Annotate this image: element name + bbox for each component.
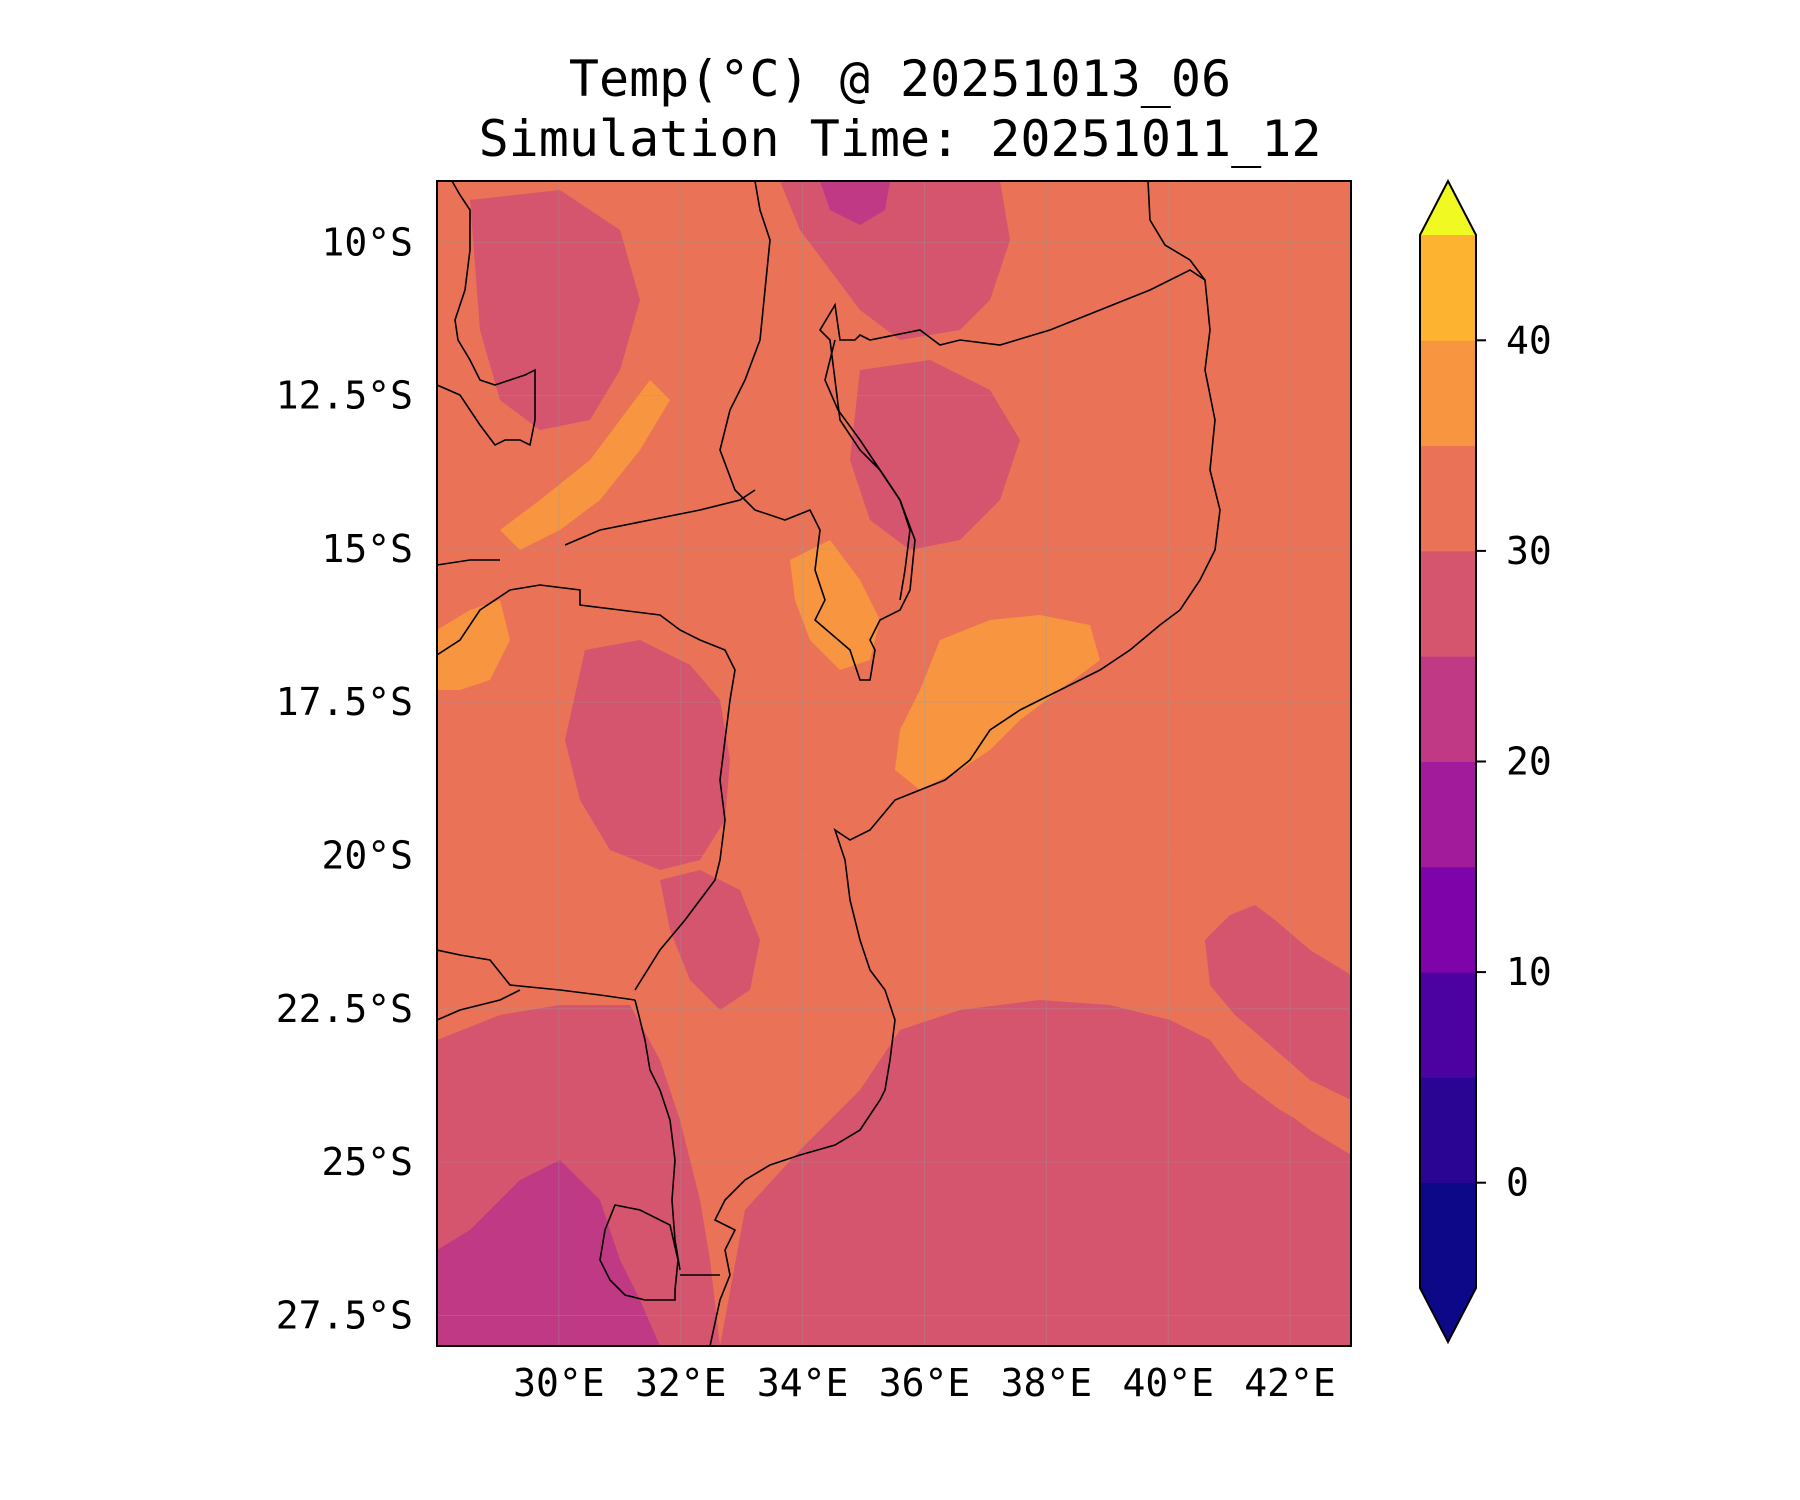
border-zambia-zimbabwe — [437, 584, 736, 991]
colorbar-tick-label: 30 — [1506, 529, 1552, 573]
lon-tick-label: 34°E — [757, 1361, 849, 1405]
colorbar-segment — [1420, 550, 1476, 657]
lat-tick-label: 17.5°S — [276, 680, 413, 724]
colorbar-extend-under — [1420, 1288, 1476, 1342]
colorbar-segment — [1420, 761, 1476, 868]
colorbar-segment — [1420, 1182, 1476, 1289]
lat-tick-label: 12.5°S — [276, 374, 413, 418]
lon-tick-label: 36°E — [879, 1361, 971, 1405]
lon-tick-label: 32°E — [635, 1361, 727, 1405]
map-frame — [436, 180, 1352, 1347]
temperature-field-zambia-ne — [470, 190, 640, 430]
temperature-field-warm-luangwa — [500, 380, 670, 550]
country-borders — [437, 181, 1221, 1346]
temperature-field-ocean-cool — [720, 1000, 1351, 1346]
border-sa-botswana — [437, 989, 521, 1021]
lon-tick-label: 38°E — [1001, 1361, 1093, 1405]
lat-tick-label: 10°S — [321, 220, 413, 264]
map-title: Temp(°C) @ 20251013_06 — [568, 50, 1232, 108]
border-zambia-drc — [437, 181, 536, 447]
colorbar-extend-over — [1420, 181, 1476, 235]
colorbar-segment — [1420, 866, 1476, 973]
temperature-field-ocean-cool-east — [1205, 905, 1351, 1100]
temperature-field-land-south-cold — [437, 1160, 660, 1346]
temperature-field-warm-zambezi — [790, 540, 880, 670]
lon-tick-label: 30°E — [513, 1361, 605, 1405]
colorbar-segment — [1420, 340, 1476, 447]
border-zambia-malawi — [719, 181, 1206, 681]
border-mozambique-zambia — [564, 489, 756, 546]
longitude-axis: 30°E 32°E 34°E 36°E 38°E 40°E 42°E — [513, 1361, 1336, 1405]
colorbar-tick-label: 0 — [1506, 1161, 1529, 1205]
colorbar-segment — [1420, 972, 1476, 1078]
lat-tick-label: 20°S — [321, 833, 413, 877]
colorbar-tick-label: 10 — [1506, 950, 1552, 994]
lat-tick-label: 15°S — [321, 527, 413, 571]
temperature-field-north-highland-cold — [820, 181, 890, 225]
temperature-field-plateau-2 — [660, 870, 760, 1010]
border-lake-malawi — [824, 339, 911, 601]
lon-tick-label: 40°E — [1122, 1361, 1214, 1405]
latitude-axis: 10°S 12.5°S 15°S 17.5°S 20°S 22.5°S 25°S 27.5°S — [276, 220, 413, 1337]
colorbar-outline — [1419, 178, 1477, 1345]
coastline — [709, 181, 1221, 1346]
map-area — [437, 181, 1351, 1346]
temperature-field-north-highland — [780, 181, 1010, 340]
lon-tick-label: 42°E — [1244, 1361, 1336, 1405]
border-angola-zambia — [437, 559, 500, 566]
gridlines — [437, 181, 1351, 1346]
border-mozambique-sa — [634, 999, 681, 1271]
border-zimbabwe-sa — [437, 949, 636, 1001]
colorbar-segment — [1420, 1077, 1476, 1184]
border-eswatini — [599, 1204, 679, 1301]
colorbar: 0 10 20 30 40 — [1419, 178, 1552, 1345]
colorbar-tick-label: 40 — [1506, 318, 1552, 362]
temperature-field-plateau — [565, 640, 730, 870]
lat-tick-label: 27.5°S — [276, 1293, 413, 1337]
lat-tick-label: 22.5°S — [276, 987, 413, 1031]
temperature-field-ocean-band — [1212, 1005, 1351, 1155]
colorbar-segment — [1420, 235, 1476, 341]
colorbar-segment — [1420, 445, 1476, 552]
colorbar-segment — [1420, 656, 1476, 762]
colorbar-tick-label: 20 — [1506, 740, 1552, 784]
temperature-field-warm-central — [895, 615, 1100, 790]
temperature-field-warm-west — [437, 600, 510, 690]
temperature-field-niassa — [850, 360, 1020, 550]
map-subtitle: Simulation Time: 20251011_12 — [478, 110, 1322, 168]
lat-tick-label: 25°S — [321, 1140, 413, 1184]
